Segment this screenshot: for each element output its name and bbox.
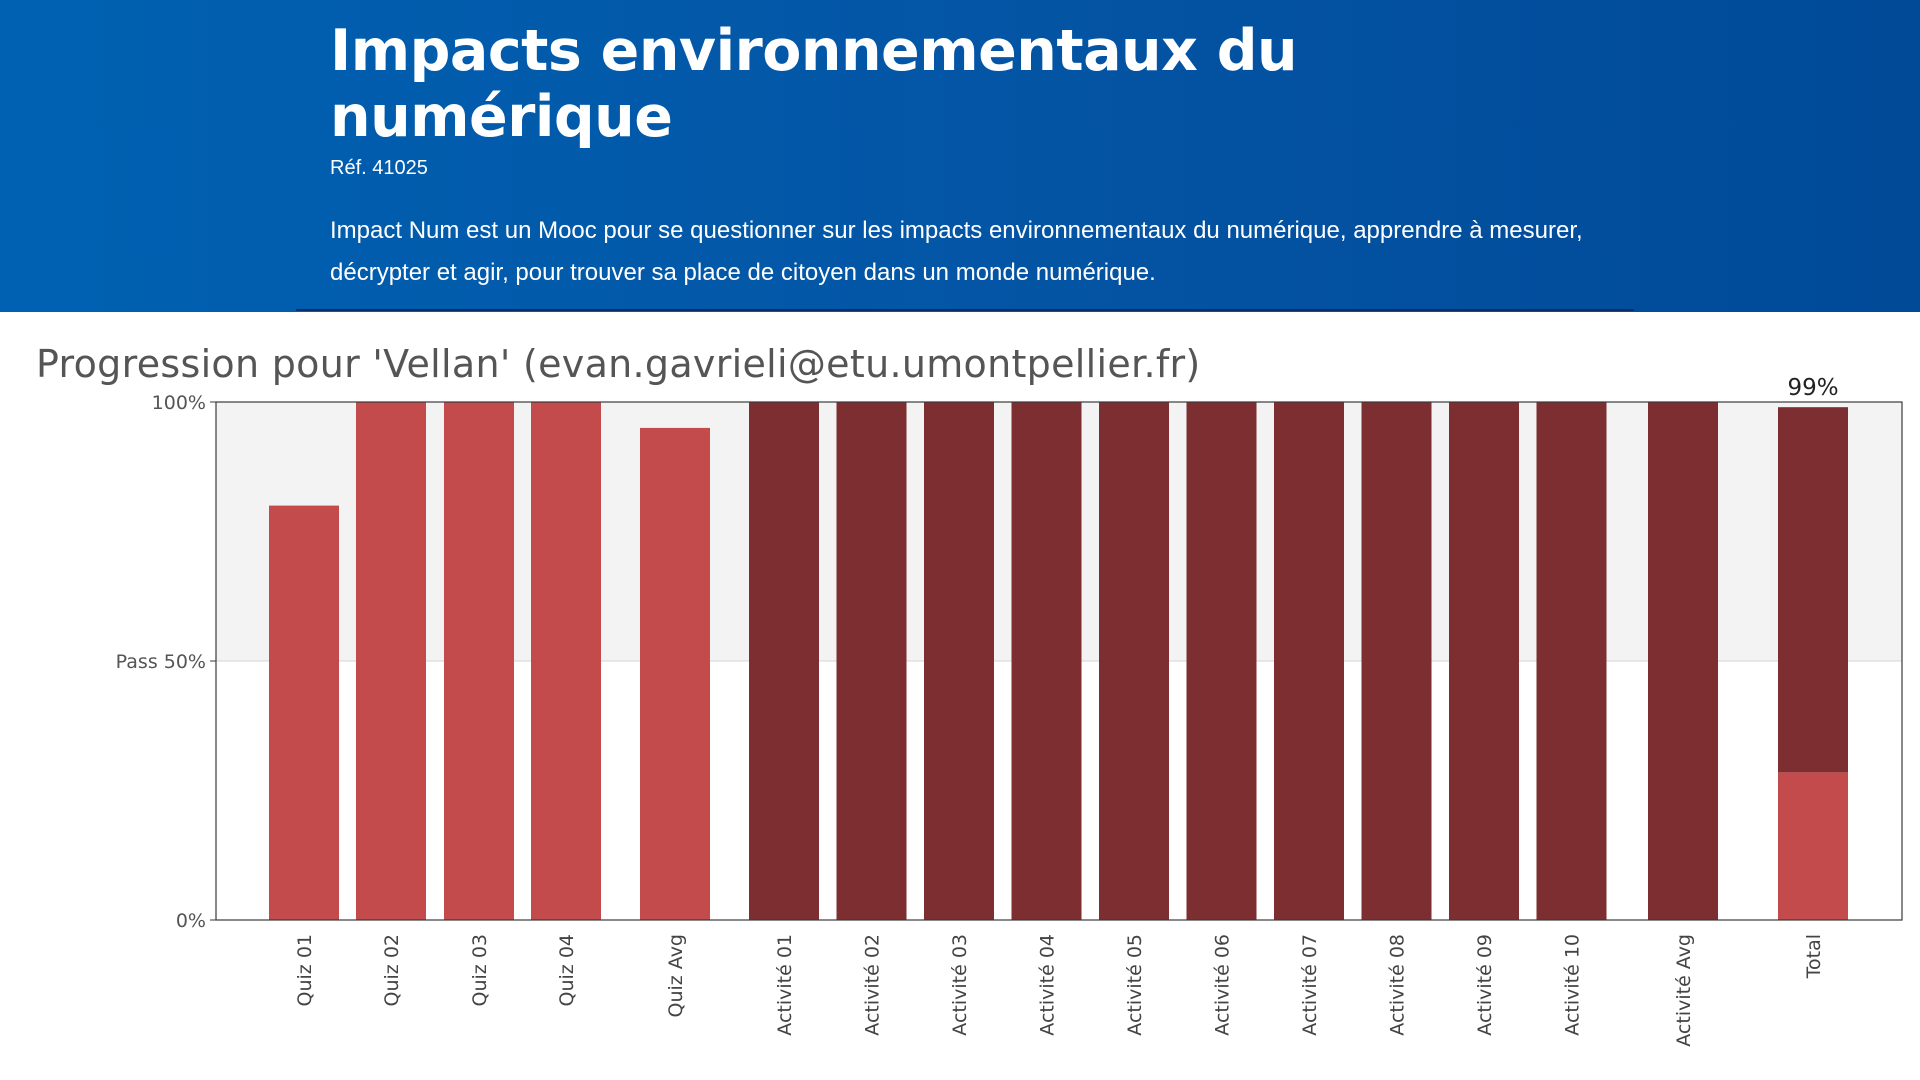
bar-quiz-avg: [640, 427, 710, 920]
x-tick-label-activite-10: Activité 10: [1562, 934, 1584, 1036]
bar-activite-10: [1536, 402, 1607, 920]
x-tick-label-activite-06: Activité 06: [1212, 934, 1234, 1036]
data-label-total: 99%: [1787, 375, 1838, 401]
bar-activite-04: [1011, 402, 1082, 920]
x-tick-label-activite-08: Activité 08: [1387, 934, 1409, 1036]
bar-activite-07: [1274, 402, 1344, 920]
course-header: Impacts environnementaux du numérique Ré…: [0, 0, 1920, 312]
x-tick-label-quiz-01: Quiz 01: [294, 934, 316, 1006]
x-tick-label-quiz-04: Quiz 04: [556, 934, 578, 1006]
header-divider: [296, 309, 1634, 311]
y-tick-label-100: 100%: [152, 392, 206, 414]
x-tick-label-activite-02: Activité 02: [862, 934, 884, 1036]
y-tick-label-50: Pass 50%: [116, 651, 206, 673]
bar-activite-avg: [1648, 402, 1718, 920]
bar-activite-03: [924, 402, 994, 920]
course-description: Impact Num est un Mooc pour se questionn…: [330, 217, 1583, 286]
bar-quiz-01: [269, 505, 339, 920]
x-tick-label-activite-01: Activité 01: [774, 934, 796, 1036]
x-tick-label-activite-07: Activité 07: [1299, 934, 1321, 1036]
x-tick-label-quiz-avg: Quiz Avg: [665, 934, 687, 1017]
bar-activite-09: [1449, 402, 1519, 920]
bar-quiz-03: [444, 402, 514, 920]
x-tick-label-activite-05: Activité 05: [1124, 934, 1146, 1036]
bar-total-activity-part: [1778, 407, 1848, 773]
bar-quiz-02: [356, 402, 426, 920]
course-header-content: Impacts environnementaux du numérique Ré…: [330, 18, 1670, 294]
x-tick-label-activite-09: Activité 09: [1474, 934, 1496, 1036]
bar-activite-01: [749, 402, 819, 920]
course-title: Impacts environnementaux du numérique: [330, 18, 1298, 150]
y-tick-label-0: 0%: [176, 910, 206, 932]
bar-quiz-04: [531, 402, 601, 920]
x-tick-label-activite-03: Activité 03: [949, 934, 971, 1036]
bar-activite-05: [1099, 402, 1169, 920]
x-tick-label-activite-avg: Activité Avg: [1673, 934, 1695, 1047]
bar-total-quiz-part: [1778, 772, 1848, 920]
course-reference: Réf. 41025: [330, 157, 428, 179]
chart-title: Progression pour 'Vellan' (evan.gavrieli…: [36, 342, 1201, 386]
bar-activite-02: [836, 402, 907, 920]
x-tick-label-activite-04: Activité 04: [1037, 934, 1059, 1036]
x-tick-label-total: Total: [1803, 934, 1825, 979]
x-tick-label-quiz-03: Quiz 03: [469, 934, 491, 1006]
x-tick-label-quiz-02: Quiz 02: [381, 934, 403, 1006]
bar-activite-06: [1186, 402, 1257, 920]
bar-activite-08: [1361, 402, 1432, 920]
